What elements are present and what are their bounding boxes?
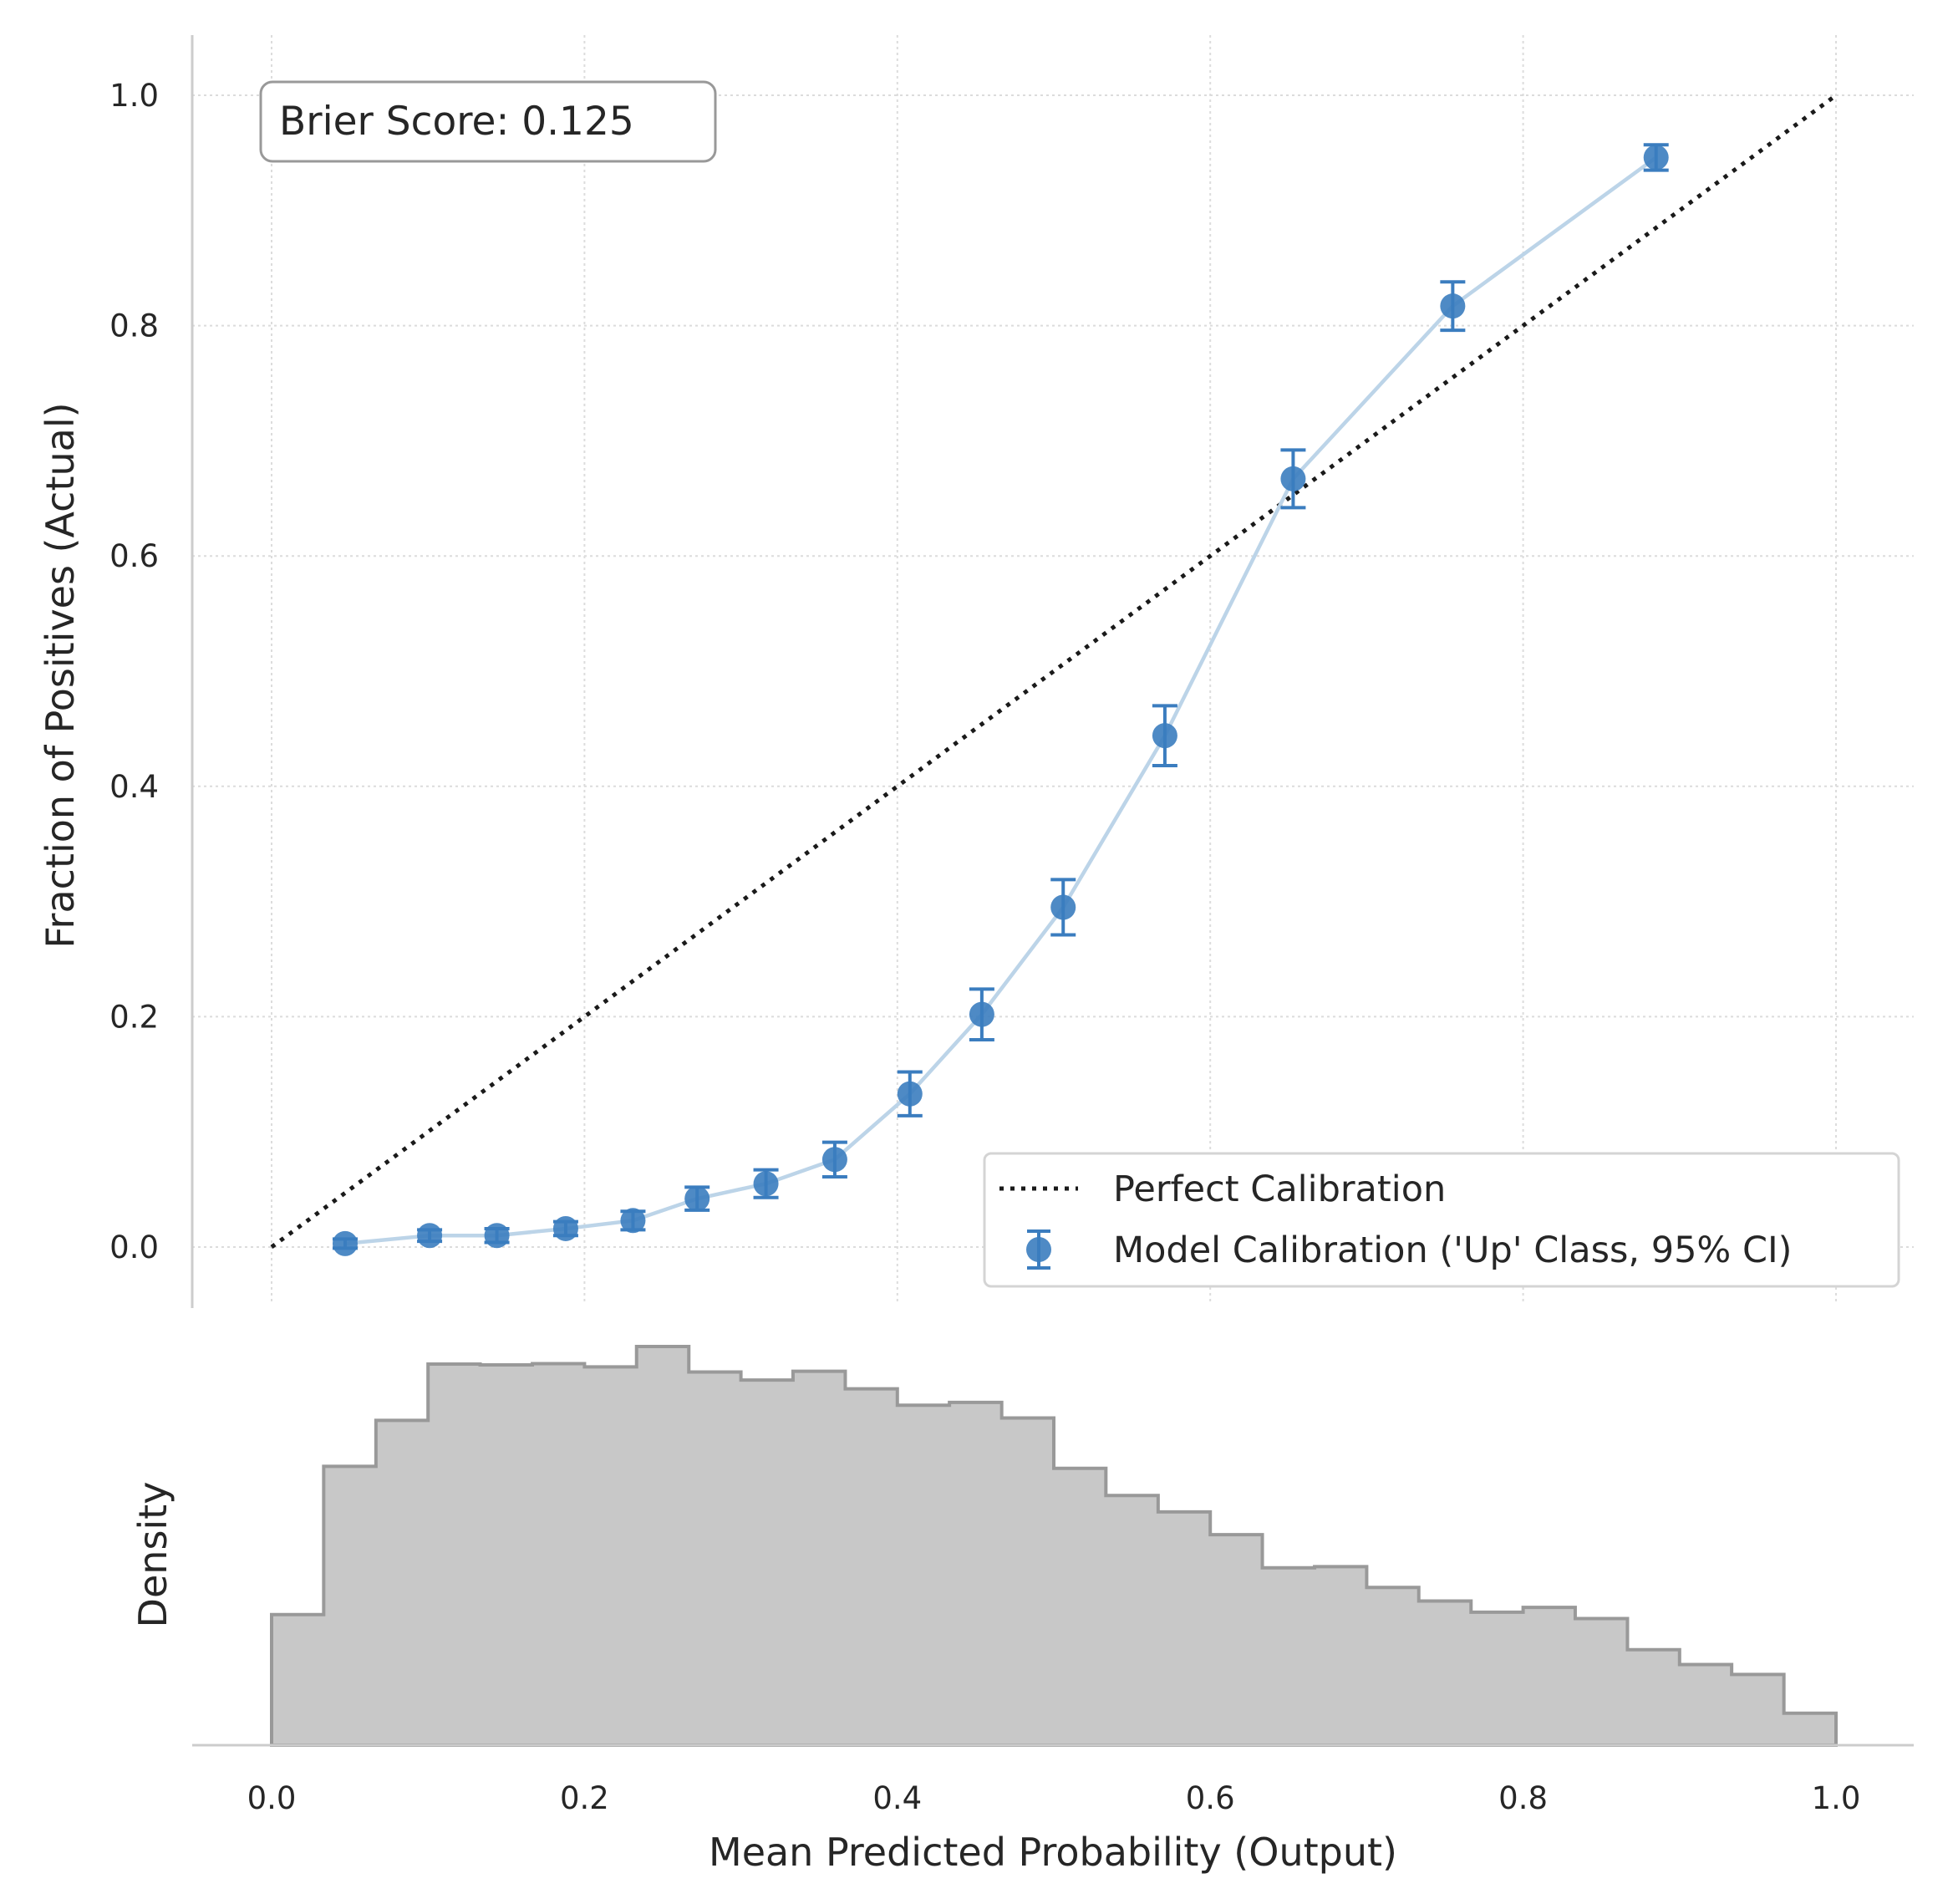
- brier-score-text: Brier Score: 0.125: [279, 99, 634, 145]
- y-tick-label-1: 0.2: [109, 999, 159, 1035]
- calibration-point-5: [684, 1185, 710, 1212]
- marker-4: [620, 1208, 646, 1234]
- calibration-point-11: [1152, 704, 1177, 767]
- y-tick-label-4: 0.8: [109, 308, 159, 344]
- histogram: [270, 1344, 1838, 1747]
- marker-10: [1050, 894, 1076, 920]
- legend-model-calibration-label: Model Calibration ('Up' Class, 95% CI): [1113, 1229, 1792, 1271]
- marker-11: [1152, 723, 1177, 749]
- marker-0: [332, 1230, 358, 1256]
- x-tick-label-1: 0.2: [560, 1780, 609, 1816]
- calibration-point-3: [552, 1215, 578, 1241]
- x-tick-label-3: 0.6: [1186, 1780, 1235, 1816]
- histogram-fill: [270, 1344, 1838, 1747]
- perfect-calibration-line: [270, 93, 1838, 1250]
- calibration-point-6: [753, 1168, 779, 1199]
- calibration-point-12: [1280, 448, 1306, 510]
- marker-5: [684, 1186, 710, 1212]
- marker-12: [1280, 466, 1306, 491]
- marker-8: [897, 1081, 923, 1107]
- histogram-y-axis-label: Density: [130, 1482, 175, 1628]
- calibration-point-9: [969, 987, 994, 1041]
- marker-1: [417, 1223, 443, 1249]
- calibration-point-1: [417, 1223, 443, 1249]
- x-tick-label-4: 0.8: [1498, 1780, 1548, 1816]
- model-calibration-points: [332, 143, 1669, 1256]
- calibration-y-ticks: 0.0 0.2 0.4 0.6 0.8 1.0: [109, 78, 159, 1265]
- marker-3: [552, 1215, 578, 1241]
- brier-score-box: Brier Score: 0.125: [259, 80, 717, 163]
- marker-7: [821, 1147, 847, 1173]
- y-tick-label-3: 0.6: [109, 538, 159, 574]
- marker-6: [753, 1171, 779, 1197]
- marker-13: [1440, 293, 1466, 319]
- calibration-grid: [192, 35, 1914, 1304]
- y-tick-label-0: 0.0: [109, 1229, 159, 1265]
- model-calibration-line: [344, 155, 1658, 1246]
- calibration-point-4: [620, 1208, 646, 1234]
- calibration-point-0: [332, 1230, 358, 1256]
- calibration-point-2: [484, 1223, 510, 1249]
- y-tick-label-2: 0.4: [109, 769, 159, 805]
- calibration-y-axis-label: Fraction of Positives (Actual): [38, 402, 83, 948]
- histogram-x-ticks: 0.0 0.2 0.4 0.6 0.8 1.0: [247, 1780, 1861, 1816]
- x-tick-label-5: 1.0: [1812, 1780, 1861, 1816]
- marker-2: [484, 1223, 510, 1249]
- calibration-point-10: [1050, 878, 1076, 937]
- legend: Perfect Calibration Model Calibration ('…: [983, 1152, 1900, 1288]
- marker-9: [969, 1001, 994, 1027]
- calibration-point-14: [1643, 143, 1669, 172]
- calibration-point-8: [897, 1070, 923, 1117]
- x-tick-label-0: 0.0: [247, 1780, 297, 1816]
- calibration-point-13: [1440, 280, 1466, 333]
- marker-14: [1643, 145, 1669, 171]
- x-tick-label-2: 0.4: [872, 1780, 922, 1816]
- legend-model-calibration-swatch: [1026, 1229, 1051, 1270]
- calibration-point-7: [821, 1140, 847, 1179]
- legend-perfect-calibration-label: Perfect Calibration: [1113, 1168, 1446, 1210]
- y-tick-label-5: 1.0: [109, 78, 159, 114]
- histogram-x-axis-label: Mean Predicted Probability (Output): [709, 1830, 1397, 1875]
